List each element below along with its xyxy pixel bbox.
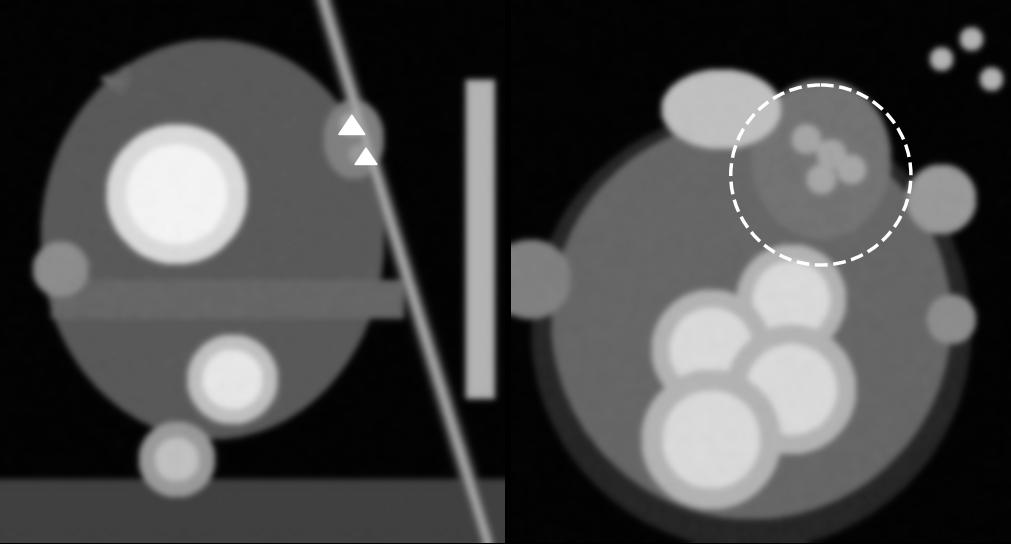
Polygon shape [355, 148, 377, 164]
Polygon shape [339, 115, 365, 134]
